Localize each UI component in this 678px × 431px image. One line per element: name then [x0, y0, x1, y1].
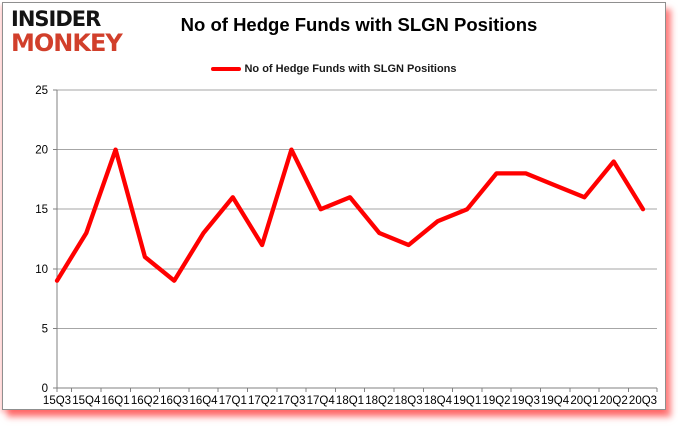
x-tick-label: 19Q3	[512, 395, 540, 407]
x-tick-label: 15Q4	[72, 395, 101, 407]
x-tick-label: 20Q3	[629, 395, 657, 407]
x-tick-label: 18Q1	[336, 395, 364, 407]
y-tick-label: 25	[35, 85, 48, 97]
chart-legend: No of Hedge Funds with SLGN Positions	[3, 61, 665, 77]
x-tick-label: 18Q3	[395, 395, 423, 407]
chart-card: INSIDER MONKEY No of Hedge Funds with SL…	[2, 2, 666, 410]
x-tick-label: 16Q1	[102, 395, 130, 407]
y-tick-label: 10	[35, 264, 48, 276]
x-tick-label: 16Q4	[189, 395, 218, 407]
x-tick-label: 16Q3	[160, 395, 188, 407]
x-tick-label: 17Q1	[219, 395, 247, 407]
logo-monkey-text: MONKEY	[11, 29, 123, 57]
y-tick-label: 20	[35, 145, 48, 157]
logo-insider-text: INSIDER	[11, 7, 101, 31]
x-tick-label: 17Q4	[307, 395, 336, 407]
x-tick-label: 19Q2	[482, 395, 510, 407]
x-tick-label: 18Q2	[365, 395, 393, 407]
y-tick-label: 0	[42, 383, 48, 395]
x-tick-label: 18Q4	[424, 395, 453, 407]
x-tick-label: 20Q2	[600, 395, 628, 407]
x-tick-label: 19Q1	[453, 395, 481, 407]
x-tick-label: 15Q3	[43, 395, 71, 407]
y-tick-label: 5	[42, 323, 48, 335]
chart-title: No of Hedge Funds with SLGN Positions	[180, 14, 538, 35]
x-tick-label: 17Q2	[248, 395, 276, 407]
legend-label: No of Hedge Funds with SLGN Positions	[244, 63, 457, 75]
y-tick-label: 15	[35, 204, 48, 216]
series-line-slgn	[54, 147, 646, 283]
insider-monkey-logo: INSIDER MONKEY	[11, 7, 123, 57]
x-tick-label: 16Q2	[131, 395, 159, 407]
x-tick-label: 17Q3	[277, 395, 305, 407]
legend-line-marker	[211, 67, 242, 71]
x-tick-label: 20Q1	[570, 395, 598, 407]
x-tick-label: 19Q4	[541, 395, 570, 407]
